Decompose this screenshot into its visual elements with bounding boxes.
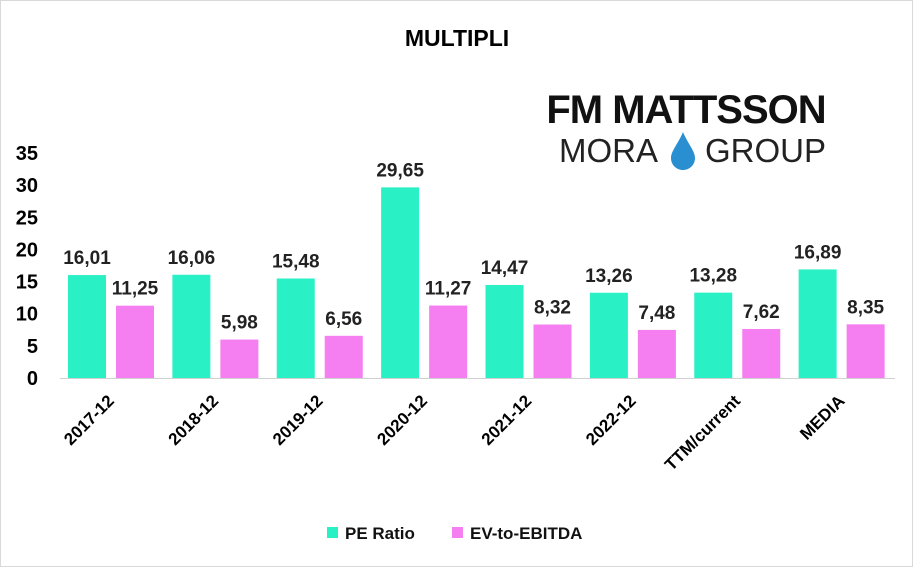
data-label: 7,48 [638, 303, 675, 324]
x-tick-label: 2019-12 [269, 391, 327, 449]
data-label: 15,48 [272, 251, 320, 272]
bars [68, 187, 885, 378]
data-label: 13,28 [689, 266, 737, 287]
legend: PE Ratio EV-to-EBITDA [327, 524, 582, 543]
legend-swatch [327, 527, 338, 538]
x-tick-label: 2020-12 [373, 391, 431, 449]
y-tick-label: 35 [16, 143, 38, 165]
data-label: 16,06 [168, 248, 216, 269]
data-label: 11,27 [425, 279, 472, 300]
bar-pe-ratio [485, 284, 524, 378]
bar-pe-ratio [589, 292, 628, 378]
bar-ev-to-ebitda [220, 339, 259, 378]
bar-pe-ratio [798, 269, 837, 378]
y-tick-label: 10 [16, 304, 38, 326]
legend-swatch [452, 527, 463, 538]
x-tick-label: MEDIA [796, 391, 848, 443]
y-tick-label: 5 [27, 336, 38, 358]
logo-line1: FM MATTSSON [546, 88, 825, 132]
data-label: 16,01 [63, 248, 111, 269]
x-tick-label: 2018-12 [165, 391, 223, 449]
y-tick-label: 15 [16, 272, 38, 294]
data-label: 5,98 [221, 313, 258, 334]
x-tick-label: 2021-12 [478, 391, 536, 449]
bar-pe-ratio [172, 274, 211, 378]
x-axis: 2017-12 2018-12 2019-12 2020-12 2021-12 2022-… [60, 391, 848, 474]
x-tick-label: TTM/current [661, 391, 744, 474]
bar-ev-to-ebitda [742, 329, 781, 378]
data-label: 7,62 [743, 302, 780, 323]
y-tick-label: 0 [27, 368, 38, 390]
data-label: 8,35 [847, 297, 884, 318]
logo-line2-right: GROUP [705, 132, 826, 169]
bar-pe-ratio [381, 187, 420, 378]
bar-ev-to-ebitda [637, 329, 676, 378]
y-tick-label: 25 [16, 207, 38, 229]
logo-line2-left: MORA [559, 132, 658, 169]
y-tick-label: 20 [16, 239, 38, 261]
bar-pe-ratio [276, 278, 315, 378]
data-label: 16,89 [794, 242, 842, 263]
legend-label: PE Ratio [345, 524, 415, 543]
data-label: 8,32 [534, 298, 571, 319]
y-axis: 0 5 10 15 20 25 30 35 [16, 143, 38, 390]
bar-ev-to-ebitda [429, 305, 468, 378]
x-tick-label: 2017-12 [60, 391, 118, 449]
y-tick-label: 30 [16, 175, 38, 197]
bar-ev-to-ebitda [116, 305, 154, 378]
legend-label: EV-to-EBITDA [470, 524, 582, 543]
data-label: 6,56 [325, 309, 362, 330]
data-label: 14,47 [481, 258, 529, 279]
bar-ev-to-ebitda [533, 324, 572, 378]
data-label: 11,25 [112, 279, 159, 300]
bar-ev-to-ebitda [846, 324, 885, 378]
bar-pe-ratio [68, 275, 106, 378]
water-drop-icon [671, 132, 695, 170]
bar-pe-ratio [694, 292, 733, 378]
data-label: 13,26 [585, 266, 633, 287]
x-tick-label: 2022-12 [582, 391, 640, 449]
company-logo: FM MATTSSON MORA GROUP [546, 88, 827, 170]
chart-title: MULTIPLI [405, 25, 509, 51]
data-label: 29,65 [376, 160, 424, 181]
bar-ev-to-ebitda [324, 335, 363, 378]
